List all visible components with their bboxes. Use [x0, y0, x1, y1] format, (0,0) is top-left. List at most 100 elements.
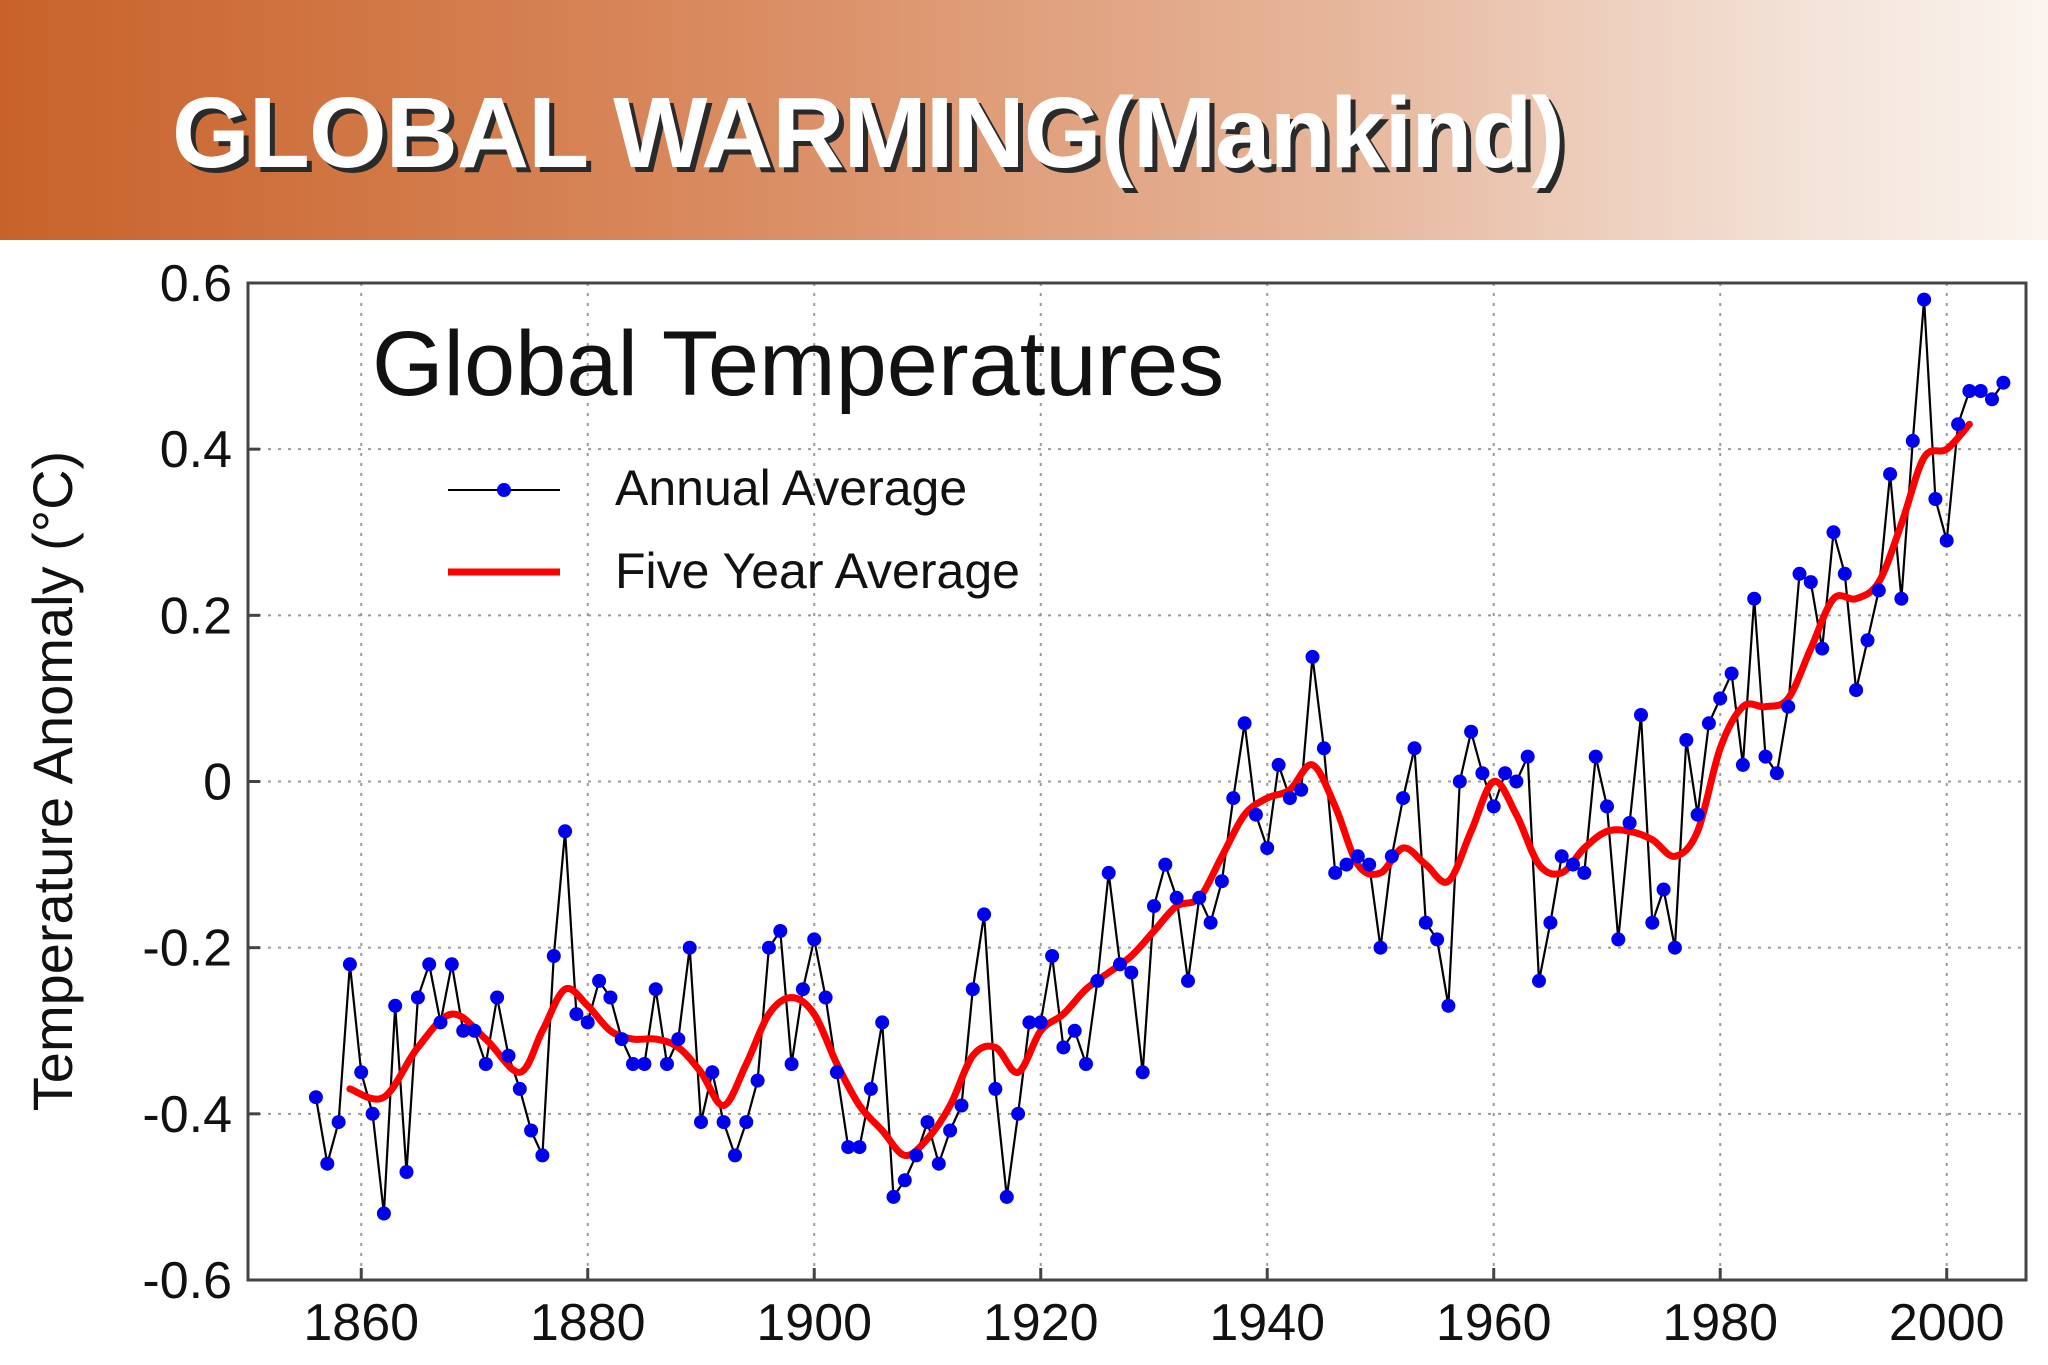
annual-average-point	[1543, 915, 1558, 930]
annual-average-point	[1928, 492, 1943, 506]
legend-annual-swatch-dot	[497, 483, 511, 497]
annual-average-point	[1996, 375, 2011, 390]
annual-average-point	[467, 1023, 482, 1038]
five-year-average-line	[346, 420, 1973, 1159]
y-tick-label: -0.4	[142, 1086, 232, 1144]
annual-average-point	[716, 1115, 731, 1130]
annual-average-points	[308, 292, 2011, 1221]
annual-average-point	[478, 1057, 493, 1071]
x-tick-label: 1860	[303, 1294, 419, 1352]
annual-average-point	[1011, 1106, 1026, 1121]
annual-average-point	[1045, 949, 1060, 963]
annual-average-point	[558, 824, 573, 839]
annual-average-point	[1407, 741, 1422, 756]
annual-average-point	[433, 1015, 448, 1030]
annual-average-point	[1362, 857, 1377, 872]
annual-average-point	[1192, 890, 1207, 905]
annual-average-point	[1667, 940, 1682, 955]
annual-average-point	[1158, 857, 1173, 872]
annual-average-point	[1679, 733, 1694, 747]
annual-average-point	[1826, 525, 1841, 540]
annual-average-point	[1237, 716, 1252, 731]
annual-average-point	[807, 932, 822, 947]
annual-average-point	[1973, 384, 1988, 398]
annual-average-point	[1101, 865, 1116, 880]
annual-average-point	[1917, 292, 1932, 307]
annual-average-point	[773, 924, 788, 938]
annual-average-point	[1147, 899, 1161, 914]
annual-average-point	[1724, 666, 1739, 681]
annual-average-point	[1079, 1057, 1093, 1071]
annual-average-point	[592, 973, 607, 988]
annual-average-point	[320, 1156, 335, 1171]
annual-average-point	[1747, 591, 1762, 606]
y-tick-label: 0.4	[160, 421, 232, 479]
annual-average-point	[1554, 849, 1569, 864]
annual-average-point	[1509, 774, 1524, 789]
annual-average-point	[1113, 957, 1127, 972]
annual-average-point	[512, 1081, 527, 1096]
legend: Annual Average Five Year Average	[448, 460, 1020, 599]
annual-average-point	[410, 990, 425, 1005]
global-temperatures-chart: 0.60.40.20-0.2-0.4-0.6 1860 1880 1900 1920 1…	[21, 255, 2028, 1352]
annual-average-point	[1430, 932, 1445, 947]
annual-average-point	[444, 957, 459, 972]
annual-average-point	[342, 957, 357, 972]
annual-average-point	[1181, 973, 1195, 988]
annual-average-point	[1951, 417, 1966, 432]
annual-average-point	[965, 982, 980, 997]
annual-average-point	[1226, 791, 1241, 806]
annual-average-point	[569, 1007, 584, 1022]
annual-average-point	[1883, 467, 1898, 482]
annual-average-point	[1792, 566, 1807, 581]
annual-average-point	[1690, 807, 1705, 822]
annual-average-point	[456, 1023, 471, 1038]
annual-average-point	[671, 1032, 686, 1047]
annual-average-point	[331, 1115, 346, 1130]
annual-average-point	[626, 1057, 640, 1071]
legend-annual-label: Annual Average	[615, 460, 967, 516]
slide-title: GLOBAL WARMING(Mankind)	[172, 77, 1565, 189]
x-tick-label: 1900	[756, 1294, 872, 1352]
y-tick-label: 0.6	[160, 255, 232, 313]
annual-average-point	[1769, 766, 1784, 781]
annual-average-point	[1701, 716, 1716, 731]
annual-average-point	[1090, 973, 1105, 988]
annual-average-point	[1588, 749, 1603, 764]
annual-average-point	[535, 1148, 550, 1163]
annual-average-point	[376, 1206, 391, 1221]
y-tick-label: -0.6	[142, 1252, 232, 1310]
annual-average-point	[1577, 865, 1592, 880]
annual-average-point	[1316, 741, 1331, 756]
annual-average-point	[931, 1156, 946, 1171]
annual-average-point	[1033, 1015, 1048, 1030]
annual-average-point	[1837, 566, 1852, 581]
annual-average-point	[603, 990, 618, 1005]
annual-average-point	[580, 1015, 595, 1030]
annual-average-point	[977, 907, 992, 922]
annual-average-point	[909, 1148, 924, 1163]
annual-average-point	[1056, 1040, 1071, 1055]
annual-average-point	[1566, 857, 1580, 872]
annual-average-point	[943, 1123, 958, 1138]
five-year-average-series	[346, 420, 1973, 1159]
annual-average-point	[1350, 849, 1365, 864]
annual-average-point	[841, 1140, 856, 1155]
annual-average-point	[1962, 384, 1977, 398]
annual-average-point	[422, 957, 437, 972]
chart-title: Global Temperatures	[372, 313, 1224, 415]
annual-average-point	[761, 940, 776, 955]
annual-average-point	[637, 1057, 652, 1071]
annual-average-point	[1135, 1065, 1150, 1080]
annual-average-point	[682, 940, 697, 955]
annual-average-point	[1169, 890, 1184, 905]
annual-average-point	[897, 1173, 912, 1188]
annual-average-point	[1611, 932, 1626, 947]
annual-average-point	[1328, 865, 1343, 880]
y-axis-ticks: 0.6 0.4 0.2 0 -0.2 -0.4 -0.6	[142, 255, 260, 1310]
annual-average-point	[1815, 641, 1830, 656]
annual-average-point	[490, 990, 505, 1005]
x-tick-label: 1960	[1436, 1294, 1552, 1352]
annual-average-point	[1486, 799, 1501, 814]
annual-average-point	[1464, 724, 1479, 739]
